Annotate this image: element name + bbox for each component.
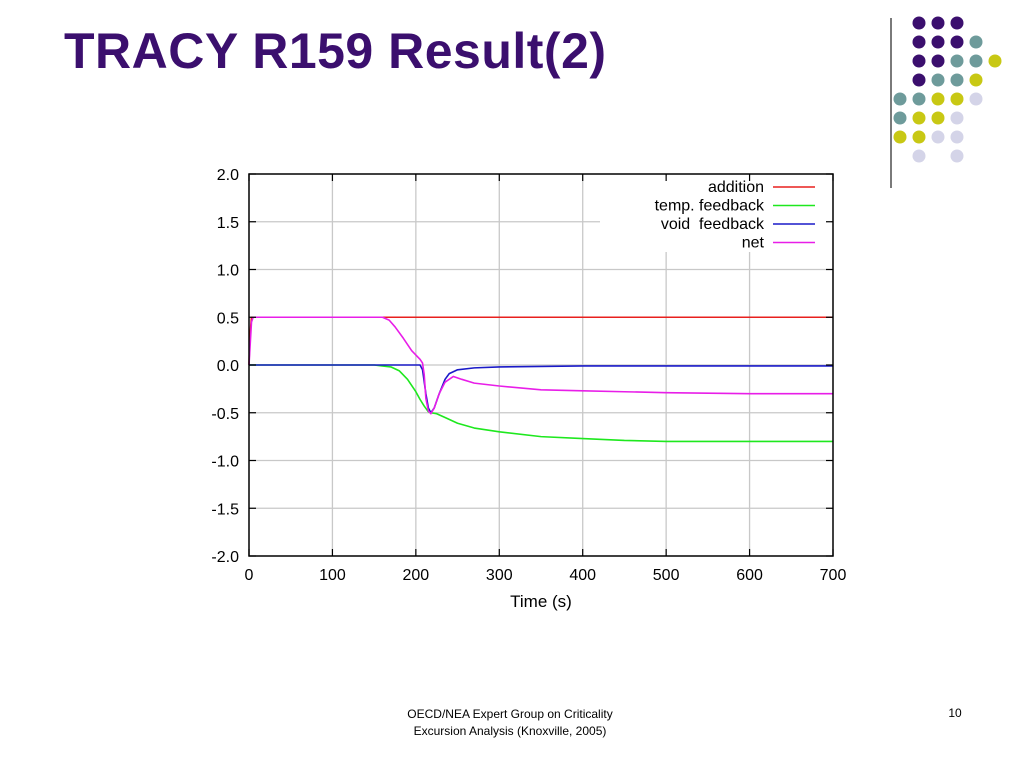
decor-dot <box>893 130 907 144</box>
legend-label: addition <box>708 179 764 196</box>
x-tick-label: 200 <box>403 567 430 584</box>
decor-dot <box>931 111 945 125</box>
decor-dot <box>969 73 983 87</box>
y-tick-label: -2.0 <box>211 549 239 566</box>
x-tick-label: 600 <box>736 567 763 584</box>
legend-background <box>600 176 831 252</box>
series-lines <box>248 316 833 443</box>
decor-dot <box>950 111 964 125</box>
x-tick-label: 400 <box>569 567 596 584</box>
series-line-2 <box>249 364 833 443</box>
decorative-dot-pattern <box>893 16 1002 163</box>
decor-dot <box>969 54 983 68</box>
series-line-3 <box>249 364 833 414</box>
decor-dot <box>969 35 983 49</box>
series-line-4 <box>248 316 833 415</box>
x-tick-label: 700 <box>820 567 847 584</box>
y-tick-label: 0.0 <box>217 358 239 375</box>
decor-dot <box>912 130 926 144</box>
x-tick-label: 300 <box>486 567 513 584</box>
decor-dot <box>912 73 926 87</box>
decor-dot <box>931 130 945 144</box>
decor-dot <box>931 73 945 87</box>
y-tick-label: -0.5 <box>211 406 239 423</box>
decor-dot <box>912 92 926 106</box>
decor-dot <box>950 73 964 87</box>
legend-label: void feedback <box>661 216 765 233</box>
legend-label: net <box>742 235 765 252</box>
decor-dot <box>931 35 945 49</box>
page-number: 10 <box>948 706 962 720</box>
decor-dot <box>893 92 907 106</box>
series-line-1 <box>248 316 833 366</box>
y-tick-label: 1.0 <box>217 263 239 280</box>
decor-dot <box>931 92 945 106</box>
footer-text: OECD/NEA Expert Group on Criticality Exc… <box>350 706 670 740</box>
x-tick-label: 0 <box>245 567 254 584</box>
decorative-divider <box>890 18 892 188</box>
decor-dot <box>912 16 926 30</box>
decor-dot <box>950 130 964 144</box>
legend-label: temp. feedback <box>655 198 765 215</box>
slide-title: TRACY R159 Result(2) <box>64 23 607 79</box>
decor-dot <box>893 111 907 125</box>
decor-dot <box>931 54 945 68</box>
y-tick-label: 0.5 <box>217 310 239 327</box>
decor-dot <box>931 16 945 30</box>
x-tick-label: 100 <box>319 567 346 584</box>
decor-dot <box>950 92 964 106</box>
y-tick-label: -1.5 <box>211 501 239 518</box>
decor-dot <box>912 35 926 49</box>
axis-ticks <box>248 173 834 557</box>
decor-dot <box>950 16 964 30</box>
decor-dot <box>912 149 926 163</box>
y-tick-label: -1.0 <box>211 454 239 471</box>
decor-dot <box>950 35 964 49</box>
decor-dot <box>988 54 1002 68</box>
line-chart: Time (s) 0 100 200 300 400 500 600 700 2.0 1.5 1.0… <box>211 167 847 611</box>
decor-dot <box>950 149 964 163</box>
decor-dot <box>912 111 926 125</box>
y-tick-label: 2.0 <box>217 167 239 184</box>
decor-dot <box>912 54 926 68</box>
y-tick-label: 1.5 <box>217 215 239 232</box>
x-tick-label: 500 <box>653 567 680 584</box>
decor-dot <box>950 54 964 68</box>
decor-dot <box>969 92 983 106</box>
x-axis-label: Time (s) <box>510 592 572 611</box>
footer-line-2: Excursion Analysis (Knoxville, 2005) <box>413 724 607 738</box>
footer-line-1: OECD/NEA Expert Group on Criticality <box>407 707 613 721</box>
